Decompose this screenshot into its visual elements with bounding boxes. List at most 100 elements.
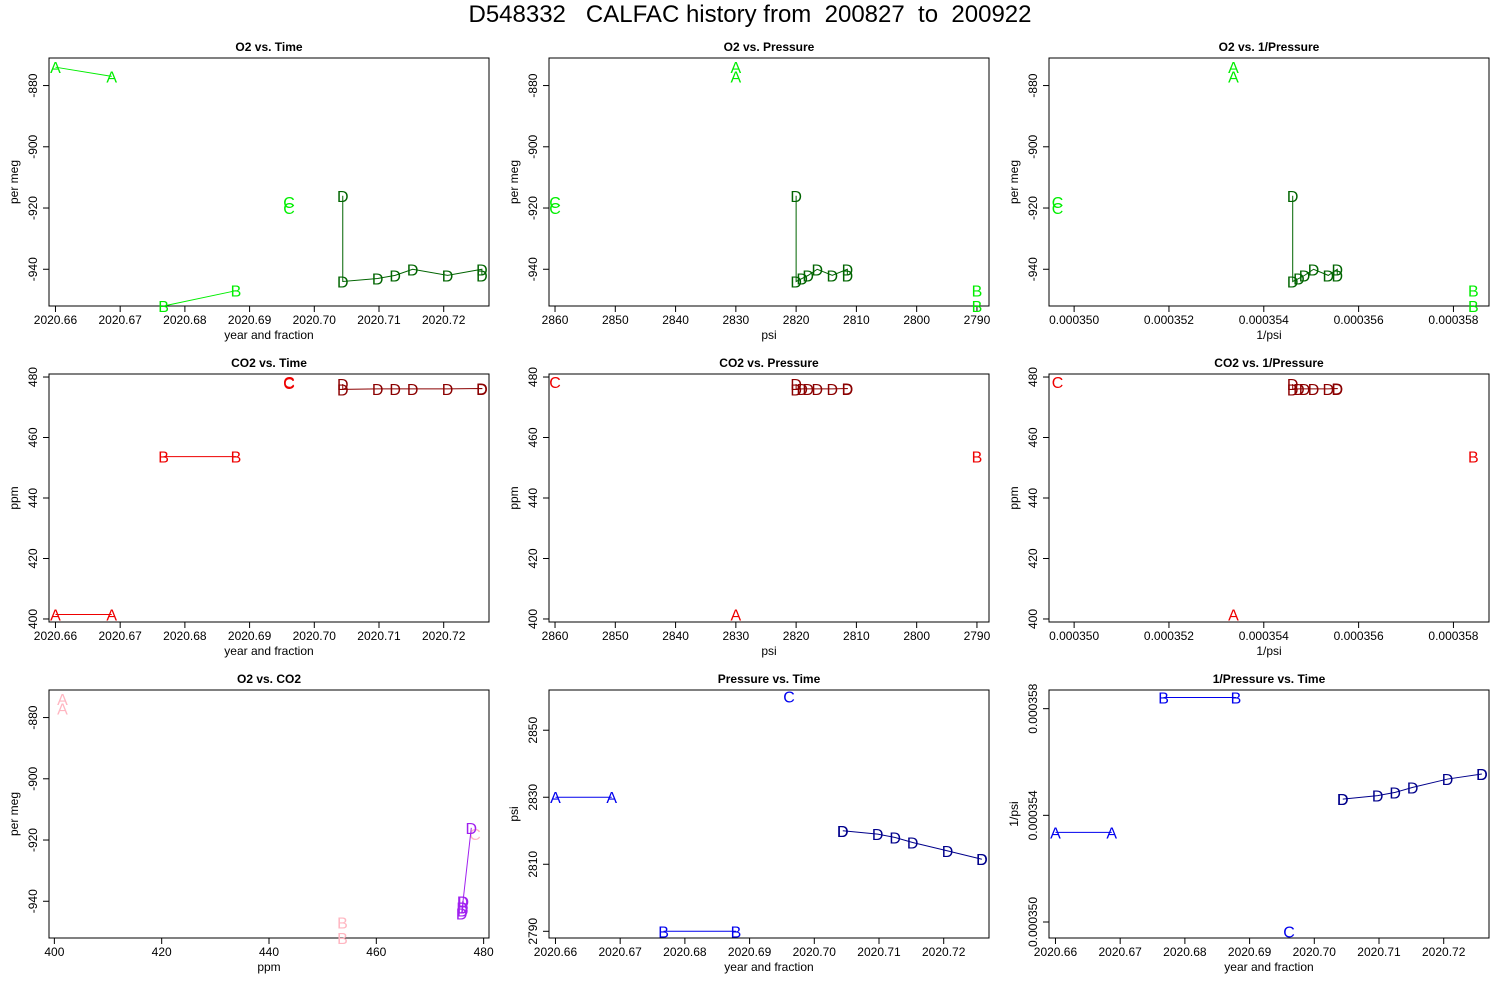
x-tick-label: 2020.66 bbox=[34, 313, 78, 327]
y-axis-label: per meg bbox=[1007, 160, 1021, 204]
data-point-label: D bbox=[837, 824, 849, 841]
x-tick-label: 0.000352 bbox=[1144, 629, 1194, 643]
series-line bbox=[461, 827, 472, 914]
data-point-label: D bbox=[811, 262, 823, 279]
chart-title: O2 vs. CO2 bbox=[237, 672, 301, 686]
x-tick-label: 0.000358 bbox=[1428, 313, 1478, 327]
y-tick-label: 0.000350 bbox=[1026, 897, 1040, 947]
x-tick-label: 2020.70 bbox=[293, 313, 337, 327]
data-point-label: B bbox=[1468, 299, 1479, 316]
chart-title: O2 vs. 1/Pressure bbox=[1219, 40, 1320, 54]
y-tick-label: 460 bbox=[26, 427, 40, 447]
data-point-label: B bbox=[158, 450, 169, 467]
y-axis-label: ppm bbox=[1007, 486, 1021, 509]
data-point-label: A bbox=[106, 607, 117, 624]
chart-panel: O2 vs. Pressure 2860 2850 2840 2830 2820 2810 2… bbox=[507, 40, 991, 342]
data-point-label: D bbox=[337, 189, 349, 206]
data-point-label: D bbox=[337, 377, 349, 394]
x-tick-label: 440 bbox=[259, 945, 279, 959]
data-point-label: D bbox=[790, 382, 802, 399]
y-tick-label: 2810 bbox=[526, 851, 540, 878]
chart-panel: O2 vs. CO2 400 420 440 460 480 -880 -900 -920 -94… bbox=[7, 672, 494, 974]
series-line bbox=[342, 195, 483, 283]
data-point-label: B bbox=[1468, 284, 1479, 301]
data-point-label: A bbox=[731, 607, 742, 624]
x-tick-label: 2790 bbox=[964, 313, 991, 327]
data-point-label: D bbox=[790, 189, 802, 206]
data-point-label: D bbox=[457, 894, 469, 911]
y-tick-label: 0.000358 bbox=[1026, 683, 1040, 733]
data-point-label: D bbox=[827, 268, 839, 285]
chart-title: O2 vs. Pressure bbox=[724, 40, 815, 54]
y-tick-label: 460 bbox=[1026, 427, 1040, 447]
y-tick-label: -940 bbox=[526, 257, 540, 281]
chart-title: O2 vs. Time bbox=[235, 40, 302, 54]
data-point-label: D bbox=[842, 382, 854, 399]
x-axis-label: year and fraction bbox=[724, 960, 813, 974]
chart-panel: CO2 vs. Pressure 2860 2850 2840 2830 2820 2810… bbox=[507, 356, 991, 658]
x-tick-label: 0.000356 bbox=[1334, 313, 1384, 327]
data-point-label: D bbox=[842, 268, 854, 285]
y-tick-label: -940 bbox=[1026, 257, 1040, 281]
data-point-label: D bbox=[1322, 268, 1334, 285]
x-tick-label: 2020.66 bbox=[534, 945, 578, 959]
data-point-label: D bbox=[457, 903, 469, 920]
plot-frame bbox=[548, 373, 990, 623]
x-tick-label: 2840 bbox=[662, 313, 689, 327]
x-tick-label: 0.000352 bbox=[1144, 313, 1194, 327]
data-point-label: B bbox=[972, 284, 983, 301]
x-tick-label: 2020.67 bbox=[98, 313, 142, 327]
chart-panel: O2 vs. 1/Pressure 0.000350 0.000352 0.00035… bbox=[1007, 40, 1490, 342]
y-tick-label: -900 bbox=[26, 766, 40, 790]
x-tick-label: 2020.72 bbox=[922, 945, 966, 959]
data-point-label: D bbox=[466, 821, 478, 838]
x-axis-label: 1/psi bbox=[1256, 644, 1281, 658]
data-point-label: D bbox=[337, 275, 349, 292]
y-tick-label: -920 bbox=[1026, 196, 1040, 220]
data-point-label: A bbox=[106, 69, 117, 86]
chart-panel: O2 vs. Time 2020.66 2020.67 2020.68 2020.69 2… bbox=[7, 40, 490, 342]
series-line bbox=[1292, 195, 1338, 283]
data-point-label: D bbox=[1299, 268, 1311, 285]
plot-frame bbox=[48, 57, 490, 307]
data-point-label: D bbox=[476, 382, 488, 399]
x-tick-label: 2020.71 bbox=[857, 945, 901, 959]
data-point-label: C bbox=[549, 195, 561, 212]
x-tick-label: 2020.71 bbox=[1357, 945, 1401, 959]
y-tick-label: 480 bbox=[26, 367, 40, 387]
x-tick-label: 2810 bbox=[843, 629, 870, 643]
data-point-label: D bbox=[372, 382, 384, 399]
data-point-label: D bbox=[1372, 789, 1384, 806]
data-point-label: D bbox=[442, 382, 454, 399]
data-point-label: D bbox=[802, 268, 814, 285]
y-axis-label: ppm bbox=[507, 486, 521, 509]
series-line bbox=[342, 383, 483, 390]
y-tick-label: -880 bbox=[1026, 73, 1040, 97]
plot-frame bbox=[48, 373, 490, 623]
data-point-label: D bbox=[796, 271, 808, 288]
data-point-label: D bbox=[457, 900, 469, 917]
data-point-label: D bbox=[457, 894, 469, 911]
data-point-label: A bbox=[57, 701, 68, 718]
chart-title: 1/Pressure vs. Time bbox=[1213, 672, 1326, 686]
series-line bbox=[795, 195, 848, 283]
y-tick-label: 2830 bbox=[526, 784, 540, 811]
data-point-label: A bbox=[57, 692, 68, 709]
plot-frame bbox=[1048, 373, 1490, 623]
data-point-label: B bbox=[337, 916, 348, 933]
data-point-label: D bbox=[476, 262, 488, 279]
data-point-label: A bbox=[731, 69, 742, 86]
series-line bbox=[1292, 383, 1338, 390]
x-tick-label: 2850 bbox=[602, 629, 629, 643]
data-point-label: A bbox=[1228, 60, 1239, 77]
x-tick-label: 460 bbox=[366, 945, 386, 959]
y-tick-label: -900 bbox=[526, 134, 540, 158]
data-point-label: D bbox=[372, 271, 384, 288]
data-point-label: C bbox=[283, 375, 295, 392]
data-point-label: D bbox=[1293, 382, 1305, 399]
y-tick-label: -900 bbox=[26, 134, 40, 158]
data-point-label: D bbox=[1322, 382, 1334, 399]
x-tick-label: 480 bbox=[474, 945, 494, 959]
series-line bbox=[842, 830, 983, 860]
x-tick-label: 2020.72 bbox=[422, 629, 466, 643]
